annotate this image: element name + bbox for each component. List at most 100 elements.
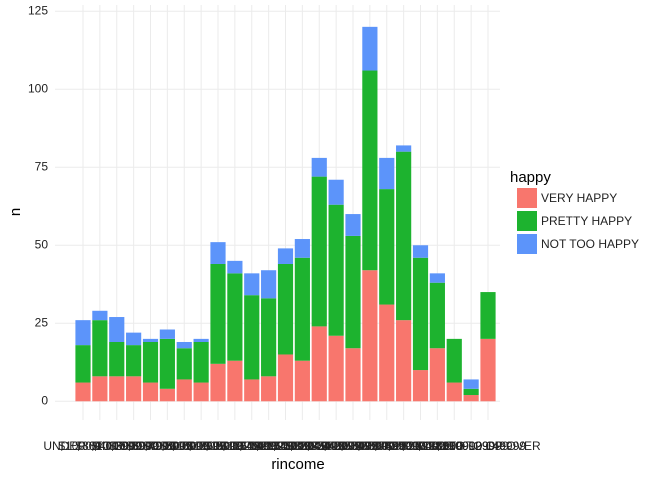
bar-segment — [193, 382, 209, 402]
bar-segment — [345, 214, 361, 236]
legend-key — [517, 211, 537, 231]
bar-segment — [244, 295, 260, 380]
bar-segment — [193, 341, 209, 383]
bar-segment — [429, 348, 445, 402]
bar-segment — [109, 317, 125, 342]
bar-segment — [463, 395, 479, 402]
bar-segment — [159, 388, 175, 402]
bar-segment — [412, 370, 429, 402]
bar-segment — [345, 235, 361, 349]
x-tick-label: $8000 TO 9999 — [160, 439, 243, 453]
bar-segment — [446, 382, 462, 402]
bar-segment — [311, 176, 327, 327]
x-tick-label: $15000 TO 17499 — [204, 439, 301, 453]
bar-segment — [193, 338, 209, 342]
bar-segment — [244, 273, 260, 296]
bar-segment — [244, 379, 260, 402]
x-tick-label: $22500 TO 24999 — [254, 439, 351, 453]
bar-segment — [261, 298, 277, 377]
bar-segment — [463, 388, 479, 396]
y-tick-label: 25 — [35, 315, 49, 329]
bar-segment — [379, 304, 395, 402]
bar-segment — [396, 151, 412, 321]
x-tick-label: $10000 TO 12499 — [170, 439, 267, 453]
legend-key — [517, 188, 537, 208]
bar-segment — [396, 320, 412, 402]
x-tick-label: $25000 TO 29999 — [271, 439, 368, 453]
x-tick-label: $60000 TO 74999 — [355, 439, 452, 453]
x-tick-label: $150000 OR OVER — [435, 439, 541, 453]
bar-segment — [396, 145, 412, 152]
y-tick-label: 50 — [35, 237, 49, 251]
bar-segment — [210, 263, 226, 364]
x-tick-label: $40000 TO 49999 — [322, 439, 419, 453]
bar-segment — [210, 363, 226, 402]
bar-segment — [126, 345, 142, 377]
bar-segment — [362, 70, 378, 271]
bar-segment — [109, 376, 125, 402]
x-tick-label: $130000 TO 149999 — [416, 439, 526, 453]
bar-segment — [261, 376, 277, 402]
bar-segment — [227, 260, 243, 274]
x-tick-label: $7000 TO 7999 — [143, 439, 226, 453]
legend-label: PRETTY HAPPY — [541, 214, 632, 228]
bar-segment — [75, 320, 91, 346]
bar-segment — [328, 204, 344, 336]
legend-key — [517, 234, 537, 254]
bar-segment — [412, 257, 429, 371]
bar-segment — [92, 320, 108, 377]
bar-segment — [109, 341, 125, 377]
x-tick-label: $17500 TO 19999 — [220, 439, 317, 453]
bar-segment — [429, 282, 445, 349]
bar-segment — [480, 292, 496, 339]
bar-segment — [75, 345, 91, 383]
bar-segment — [277, 248, 294, 264]
bar-segment — [362, 26, 378, 71]
bar-segment — [379, 157, 395, 190]
bar-segment — [176, 348, 192, 380]
y-tick-label: 0 — [41, 393, 48, 407]
bar-segment — [142, 382, 159, 402]
bar-segment — [176, 379, 192, 402]
legend-title: happy — [510, 169, 551, 186]
y-tick-label: 75 — [35, 159, 49, 173]
x-tick-label: $30000 TO 34999 — [288, 439, 385, 453]
bar-segment — [345, 348, 361, 402]
x-tick-label: $12500 TO 14999 — [187, 439, 284, 453]
bar-segment — [159, 338, 175, 389]
legend-label: NOT TOO HAPPY — [541, 237, 639, 251]
bar-segment — [261, 270, 277, 299]
x-tick-label: $75000 TO 89999 — [372, 439, 469, 453]
x-tick-label: $50000 TO 59999 — [339, 439, 436, 453]
bar-segment — [446, 338, 462, 383]
bar-segment — [176, 341, 192, 349]
bar-segment — [227, 360, 243, 402]
x-tick-label: $90000 TO 109999 — [386, 439, 489, 453]
bar-segment — [126, 332, 142, 346]
bar-segment — [142, 338, 159, 342]
x-tick-label: $20000 TO 22499 — [237, 439, 334, 453]
bar-segment — [159, 329, 175, 339]
bar-segment — [463, 379, 479, 389]
x-tick-label: $110000 TO 129999 — [400, 439, 509, 453]
bar-segment — [210, 242, 226, 264]
bar-segment — [362, 270, 378, 402]
bar-segment — [429, 273, 445, 283]
x-axis-title: rincome — [271, 456, 324, 473]
x-tick-label: $1000 TO 2999 — [58, 439, 141, 453]
bar-segment — [294, 239, 310, 258]
y-tick-label: 100 — [28, 81, 48, 95]
x-tick-label: $35000 TO 39999 — [305, 439, 402, 453]
bar-segment — [92, 310, 108, 321]
bar-segment — [142, 341, 159, 383]
bar-segment — [328, 335, 344, 402]
x-tick-label: $4000 TO 4999 — [92, 439, 175, 453]
y-tick-label: 125 — [28, 3, 48, 17]
x-tick-label: UNDER $1000 — [43, 439, 123, 453]
bar-segment — [277, 354, 294, 402]
legend-label: VERY HAPPY — [541, 191, 617, 205]
bar-segment — [311, 326, 327, 402]
bar-segment — [92, 376, 108, 402]
x-tick-label: $5000 TO 5999 — [109, 439, 192, 453]
